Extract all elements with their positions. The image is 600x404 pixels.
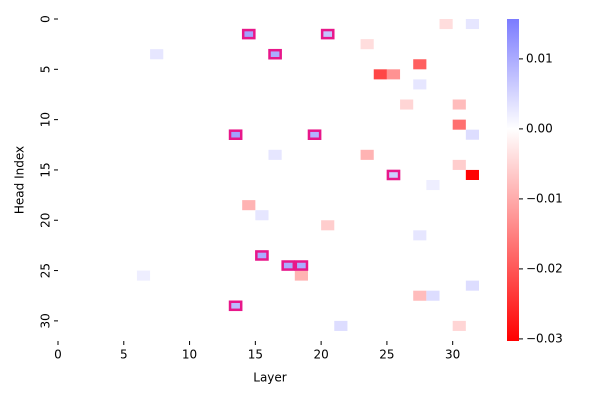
highlight-box bbox=[228, 129, 243, 140]
heatmap-cell bbox=[321, 220, 335, 231]
heatmap-cell bbox=[465, 169, 479, 180]
heatmap-cell bbox=[439, 19, 453, 30]
heatmap-cell bbox=[386, 169, 401, 180]
heatmap-cell bbox=[452, 159, 466, 170]
x-tick-label: 30 bbox=[445, 348, 460, 362]
highlight-box bbox=[320, 28, 335, 40]
heatmap-cell bbox=[307, 129, 322, 140]
heatmap-cell bbox=[465, 129, 479, 140]
heatmap-cell bbox=[360, 39, 374, 50]
heatmap-cell bbox=[294, 260, 308, 271]
colorbar-tick-label: −0.02 bbox=[526, 261, 563, 275]
colorbar-tick-label: −0.01 bbox=[526, 191, 563, 205]
heatmap-cell bbox=[242, 200, 256, 211]
x-axis-label: Layer bbox=[253, 371, 287, 385]
highlight-box bbox=[386, 169, 401, 181]
highlight-box bbox=[255, 250, 269, 261]
highlight-box bbox=[281, 260, 296, 271]
heatmap-cell bbox=[242, 29, 256, 40]
colorbar bbox=[507, 19, 519, 341]
highlight-box bbox=[241, 28, 256, 40]
highlight-box bbox=[307, 129, 322, 140]
heatmap-cell bbox=[413, 290, 427, 301]
heatmap-cell bbox=[413, 79, 427, 90]
x-tick-label: 5 bbox=[120, 348, 128, 362]
heatmap-cell bbox=[321, 29, 335, 40]
x-tick-label: 25 bbox=[379, 348, 394, 362]
highlight-box bbox=[294, 260, 309, 271]
y-tick-label: 0 bbox=[39, 15, 53, 23]
colorbar-tick-label: 0.00 bbox=[526, 121, 553, 135]
heatmap-cell bbox=[229, 129, 243, 140]
heatmap-cell bbox=[400, 99, 414, 110]
heatmap-cell bbox=[294, 270, 308, 281]
heatmap-cell bbox=[452, 320, 466, 331]
heatmap-cell bbox=[465, 19, 479, 30]
heatmap-cell bbox=[386, 69, 401, 80]
y-tick-label: 25 bbox=[39, 263, 53, 278]
y-tick-label: 20 bbox=[39, 213, 53, 228]
heatmap-cell bbox=[281, 260, 295, 271]
highlight-box bbox=[228, 300, 243, 312]
heatmap-cell bbox=[255, 210, 269, 221]
heatmap-cell bbox=[229, 300, 243, 311]
colorbar-tick-label: 0.01 bbox=[526, 51, 553, 65]
x-tick-label: 0 bbox=[54, 348, 62, 362]
heatmap-cell bbox=[426, 180, 440, 191]
heatmap-cell bbox=[413, 59, 427, 70]
y-tick-label: 15 bbox=[39, 162, 53, 177]
y-tick-label: 30 bbox=[39, 313, 53, 328]
heatmap-cell bbox=[255, 250, 269, 261]
x-tick-label: 20 bbox=[313, 348, 328, 362]
heatmap-cell bbox=[465, 280, 479, 291]
x-tick-label: 10 bbox=[182, 348, 197, 362]
heatmap-cell bbox=[373, 69, 387, 80]
x-tick-label: 15 bbox=[248, 348, 263, 362]
y-tick-label: 10 bbox=[39, 112, 53, 127]
y-axis-label: Head Index bbox=[13, 146, 27, 214]
heatmap-cell bbox=[360, 149, 374, 160]
colorbar-tick-label: −0.03 bbox=[526, 331, 563, 345]
heatmap-cell bbox=[334, 320, 348, 331]
heatmap-cell bbox=[413, 230, 427, 241]
heatmap-cell bbox=[452, 99, 466, 110]
heatmap-cell bbox=[268, 149, 282, 160]
heatmap-cell bbox=[136, 270, 151, 281]
y-tick-label: 5 bbox=[39, 65, 53, 73]
heatmap-cell bbox=[150, 49, 164, 60]
heatmap-cell bbox=[426, 290, 440, 301]
highlight-box bbox=[268, 48, 282, 60]
heatmap-cell bbox=[268, 49, 282, 60]
heatmap-cell bbox=[452, 119, 466, 130]
